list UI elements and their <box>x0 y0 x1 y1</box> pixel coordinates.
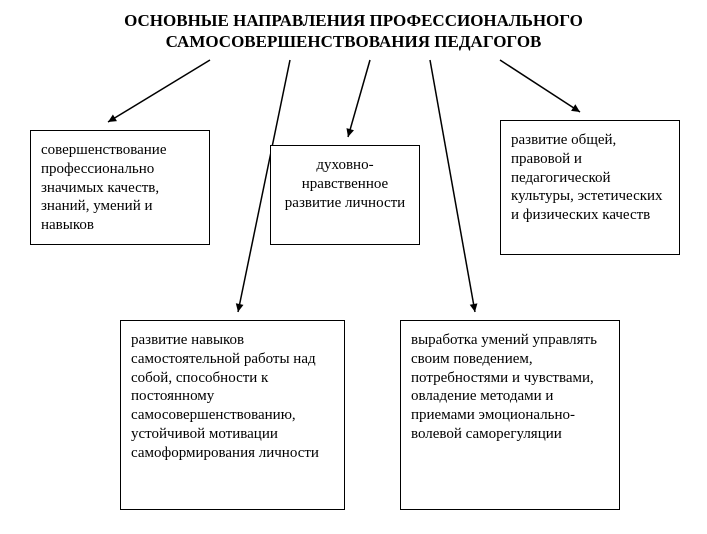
box-text: развитие общей, правовой и педагогическо… <box>511 132 663 223</box>
box-text: развитие навыков самостоятельной работы … <box>131 332 319 461</box>
box-text: выработка умений управлять своим поведен… <box>411 332 597 442</box>
box-text: духовно-нравственное развитие личности <box>285 157 405 211</box>
box-general-culture: развитие общей, правовой и педагогическо… <box>500 120 680 255</box>
box-self-regulation: выработка умений управлять своим поведен… <box>400 320 620 510</box>
box-self-work-skills: развитие навыков самостоятельной работы … <box>120 320 345 510</box>
box-professional-qualities: совершенствование профессионально значим… <box>30 130 210 245</box>
title-line2: САМОСОВЕРШЕНСТВОВАНИЯ ПЕДАГОГОВ <box>166 32 542 51</box>
box-text: совершенствование профессионально значим… <box>41 142 167 233</box>
diagram-title: ОСНОВНЫЕ НАПРАВЛЕНИЯ ПРОФЕССИОНАЛЬНОГО С… <box>0 10 707 53</box>
box-spiritual-moral: духовно-нравственное развитие личности <box>270 145 420 245</box>
title-line1: ОСНОВНЫЕ НАПРАВЛЕНИЯ ПРОФЕССИОНАЛЬНОГО <box>124 11 583 30</box>
